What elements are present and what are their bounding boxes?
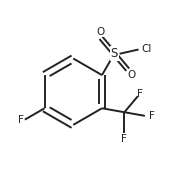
Text: Cl: Cl (142, 44, 152, 53)
Text: F: F (137, 89, 143, 99)
Text: S: S (111, 47, 118, 60)
Text: F: F (18, 115, 24, 125)
Text: O: O (97, 27, 105, 37)
Text: F: F (122, 134, 127, 144)
Text: O: O (127, 70, 136, 80)
Text: F: F (149, 111, 155, 121)
